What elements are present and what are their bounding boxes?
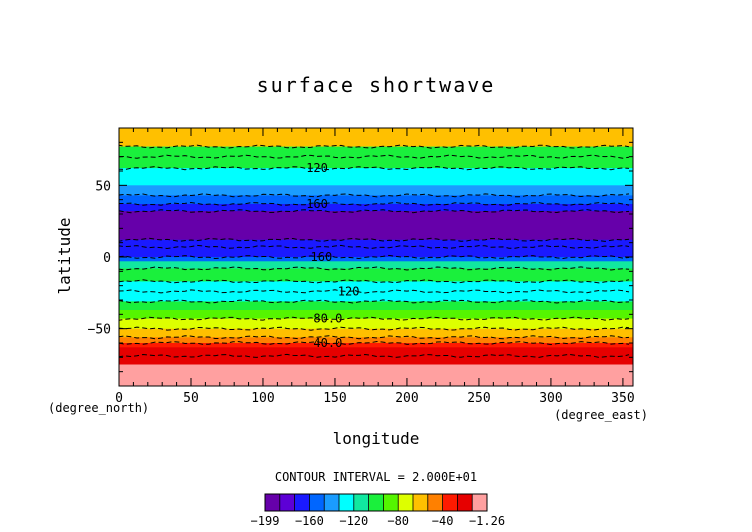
contour-line xyxy=(119,279,630,284)
x-units-label: (degree_east) xyxy=(554,408,648,422)
colorbar-swatch xyxy=(279,494,295,511)
contour-label: 160 xyxy=(311,250,333,264)
colorbar-tick-label: −120 xyxy=(339,514,368,528)
contour-line xyxy=(119,144,630,149)
x-tick-label: 250 xyxy=(467,391,490,406)
y-tick-label: 0 xyxy=(103,251,111,266)
contour-line xyxy=(119,244,630,250)
colorbar-frame xyxy=(264,493,488,512)
colorbar-tick-label: −1.26 xyxy=(469,514,505,528)
contour-line xyxy=(119,254,630,260)
contour-band xyxy=(119,281,633,292)
colorbar xyxy=(264,493,488,512)
contour-line xyxy=(119,299,630,304)
contour-line xyxy=(119,340,630,346)
x-tick-label: 100 xyxy=(251,391,274,406)
contour-band xyxy=(119,261,633,270)
x-tick-label: 300 xyxy=(539,391,562,406)
contour-band xyxy=(119,168,633,186)
contour-label: 40.0 xyxy=(313,336,342,350)
colorbar-tick-label: −160 xyxy=(295,514,324,528)
contour-band xyxy=(119,204,633,212)
contour-band xyxy=(119,185,633,196)
contour-line xyxy=(119,266,630,271)
colorbar-swatch xyxy=(457,494,473,511)
colorbar-tick-label: −40 xyxy=(432,514,454,528)
colorbar-swatch xyxy=(324,494,340,511)
y-axis-ticks: 50 0 −50 xyxy=(88,141,633,373)
colorbar-swatch xyxy=(339,494,355,511)
contour-label: 120 xyxy=(338,284,360,298)
contour-band xyxy=(119,291,633,302)
x-axis-label: longitude xyxy=(333,429,420,448)
colorbar-tick-labels: −199 −160 −120 −80 −40 −1.26 xyxy=(251,514,506,528)
contour-band xyxy=(119,337,633,344)
colorbar-swatch xyxy=(472,494,488,511)
x-tick-label: 200 xyxy=(395,391,418,406)
y-tick-label: −50 xyxy=(88,323,111,338)
contour-line xyxy=(119,316,630,321)
contour-line xyxy=(119,209,630,214)
contour-band xyxy=(119,146,633,158)
contour-band xyxy=(119,195,633,205)
chart-title: surface shortwave xyxy=(257,73,496,97)
contour-band xyxy=(119,268,633,282)
colorbar-swatch xyxy=(427,494,443,511)
x-tick-label: 0 xyxy=(115,391,123,406)
contour-band xyxy=(119,301,633,311)
colorbar-swatch xyxy=(368,494,384,511)
contour-interval-label: CONTOUR INTERVAL = 2.000E+01 xyxy=(275,470,477,484)
colorbar-swatch xyxy=(353,494,369,511)
contour-line xyxy=(119,166,630,171)
contour-band xyxy=(119,156,633,169)
contour-label: 160 xyxy=(306,197,328,211)
x-tick-label: 50 xyxy=(183,391,199,406)
contour-band xyxy=(119,355,633,366)
contour-band xyxy=(119,247,633,258)
colorbar-tick-label: −199 xyxy=(251,514,280,528)
contour-band xyxy=(119,310,633,320)
colorbar-swatch xyxy=(309,494,325,511)
contour-line xyxy=(119,154,630,159)
contour-band xyxy=(119,364,633,386)
y-units-label: (degree_north) xyxy=(48,401,149,415)
y-tick-label: 50 xyxy=(95,179,111,194)
colorbar-tick-label: −80 xyxy=(387,514,409,528)
contour-line xyxy=(119,335,630,340)
contour-band xyxy=(119,328,633,338)
x-tick-label: 350 xyxy=(611,391,634,406)
contour-label: 120 xyxy=(306,161,328,175)
colorbar-swatch xyxy=(265,494,281,511)
colorbar-swatch xyxy=(294,494,310,511)
x-tick-label: 150 xyxy=(323,391,346,406)
contour-line xyxy=(119,326,630,331)
contour-lines: 120 160 160 120 80.0 40.0 xyxy=(119,144,630,358)
y-axis-label: latitude xyxy=(55,217,74,294)
contour-line xyxy=(119,237,630,242)
contour-band xyxy=(119,257,633,262)
contour-band xyxy=(119,128,633,148)
colorbar-swatch xyxy=(442,494,458,511)
contour-line xyxy=(119,353,630,358)
colorbar-swatch xyxy=(398,494,414,511)
filled-contours xyxy=(119,128,633,386)
contour-band xyxy=(119,239,633,248)
contour-line xyxy=(119,193,630,198)
colorbar-swatch xyxy=(413,494,429,511)
contour-line xyxy=(119,289,630,294)
contour-band xyxy=(119,211,633,241)
contour-band xyxy=(119,347,633,357)
colorbar-swatch xyxy=(383,494,399,511)
contour-label: 80.0 xyxy=(313,312,342,326)
contour-band xyxy=(119,343,633,348)
contour-band xyxy=(119,318,633,330)
x-axis-ticks: 0 50 100 150 200 250 300 350 xyxy=(115,128,635,406)
contour-line xyxy=(119,201,630,207)
